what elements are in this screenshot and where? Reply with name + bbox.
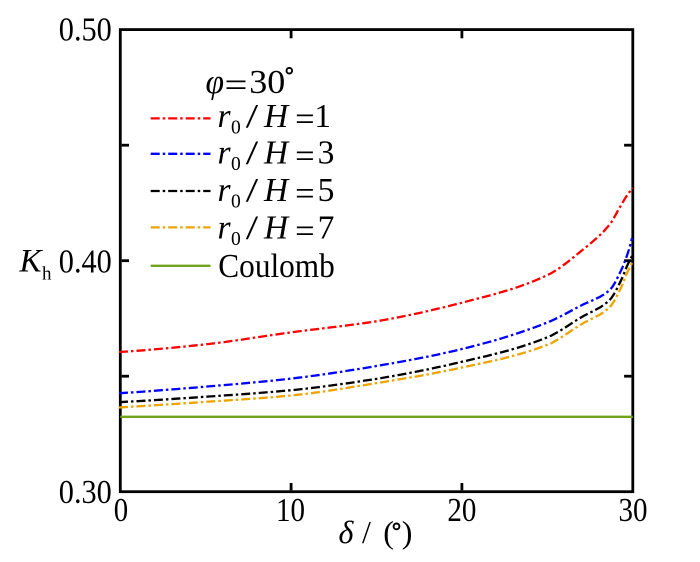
svg-text:20: 20 <box>447 492 476 529</box>
svg-text:/: / <box>246 135 259 172</box>
svg-text:0: 0 <box>114 492 128 529</box>
svg-text:5: 5 <box>318 172 335 209</box>
svg-text:7: 7 <box>318 210 335 247</box>
svg-text:0: 0 <box>231 154 241 175</box>
svg-text:0: 0 <box>231 229 241 250</box>
svg-text:/: / <box>246 98 259 135</box>
svg-text:=: = <box>225 67 248 104</box>
svg-text:10: 10 <box>276 492 305 529</box>
svg-text:30: 30 <box>619 492 648 529</box>
svg-text:3: 3 <box>318 135 335 172</box>
svg-text:0.40: 0.40 <box>59 244 112 281</box>
svg-text:r: r <box>218 210 232 247</box>
svg-text:=: = <box>295 101 315 138</box>
svg-text:0: 0 <box>231 192 241 213</box>
svg-text:=: = <box>295 138 315 175</box>
svg-text:H: H <box>263 98 290 135</box>
svg-text:(: ( <box>383 514 394 550</box>
svg-text:0: 0 <box>231 117 241 138</box>
svg-text:): ) <box>402 514 413 550</box>
svg-text:K: K <box>19 244 44 280</box>
svg-text:φ: φ <box>206 64 225 101</box>
svg-text:r: r <box>218 98 232 135</box>
svg-text:0.50: 0.50 <box>59 12 112 49</box>
svg-text:H: H <box>263 172 290 209</box>
svg-text:=: = <box>295 175 315 212</box>
svg-text:0.30: 0.30 <box>59 474 112 511</box>
svg-text:H: H <box>263 210 290 247</box>
svg-text:=: = <box>295 213 315 250</box>
svg-text:30: 30 <box>249 64 285 101</box>
svg-text:/: / <box>246 172 259 209</box>
svg-text:H: H <box>263 135 290 172</box>
svg-text:h: h <box>42 264 52 285</box>
svg-text:/: / <box>246 210 259 247</box>
svg-text:/: / <box>362 514 371 550</box>
svg-text:δ: δ <box>339 514 355 550</box>
svg-text:r: r <box>218 135 232 172</box>
svg-text:Coulomb: Coulomb <box>218 248 334 285</box>
svg-text:1: 1 <box>314 98 331 135</box>
svg-text:r: r <box>218 172 232 209</box>
